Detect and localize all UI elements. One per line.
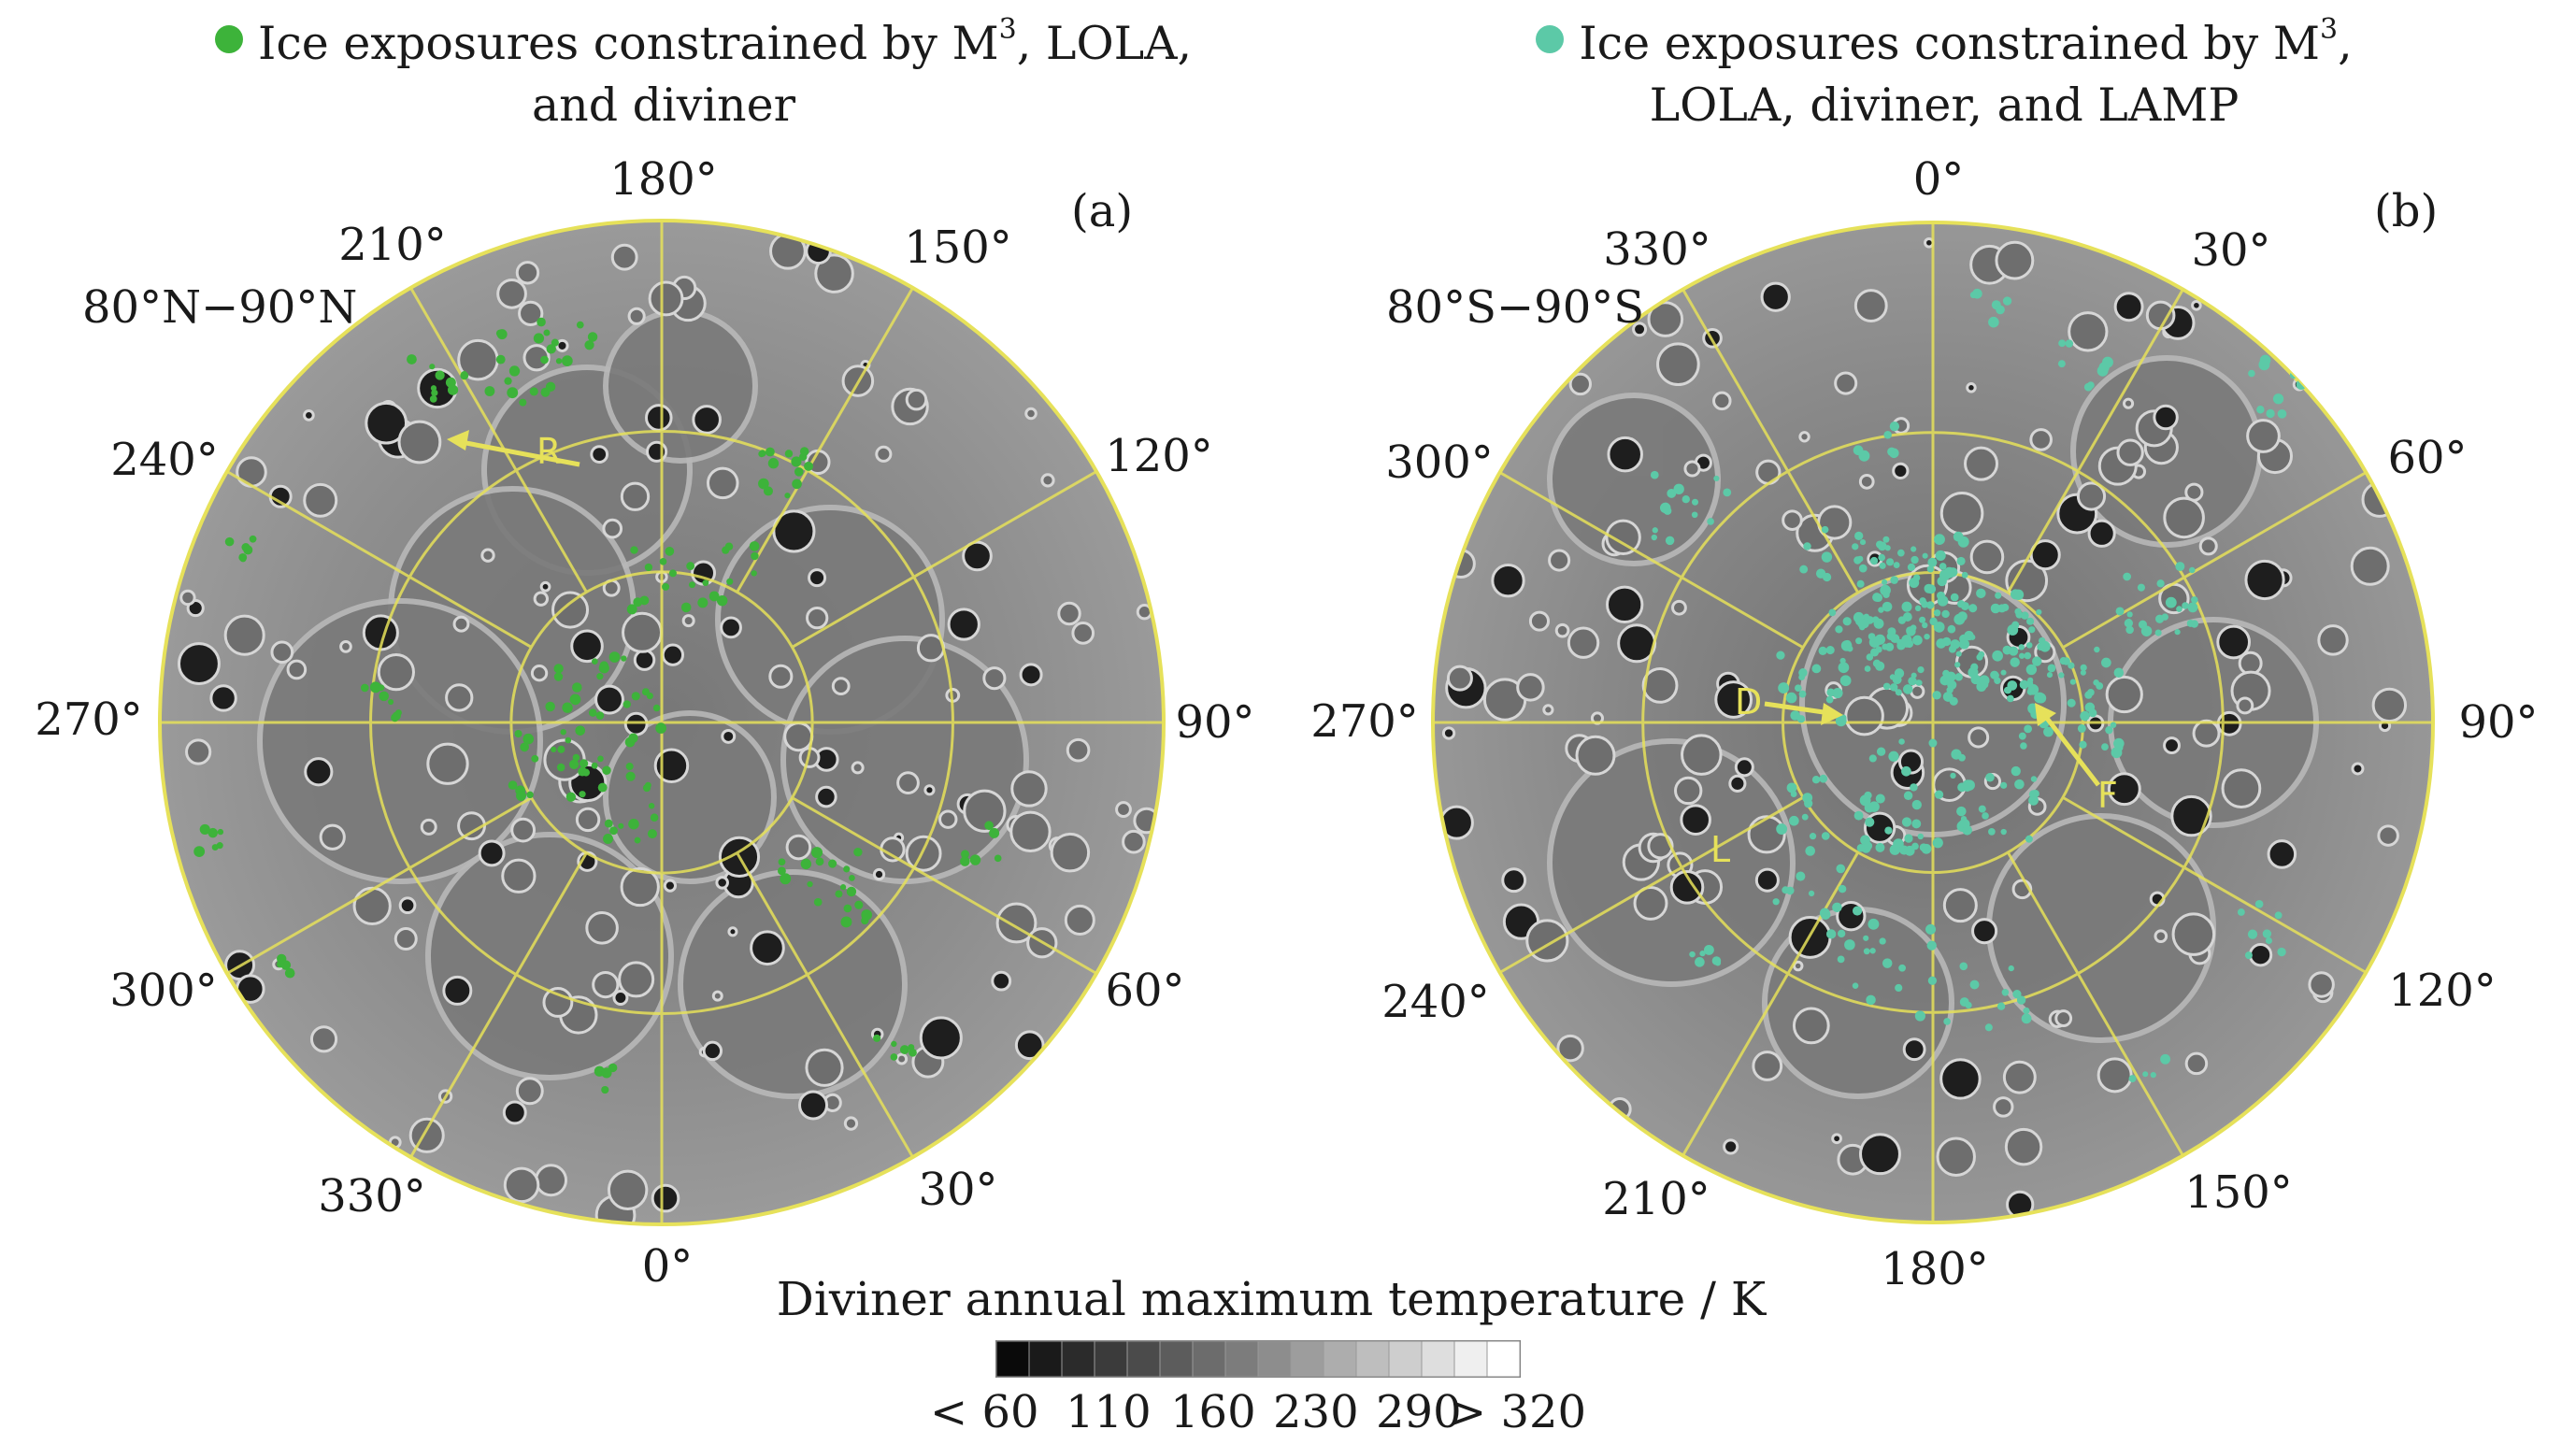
lon-b-210: 210° (1602, 1173, 1710, 1225)
legend-b-line1-tail: , (2338, 17, 2353, 70)
arrow-f-head (2035, 703, 2056, 726)
arrow-r (455, 438, 580, 467)
lon-a-180: 180° (609, 153, 718, 206)
legend-a-line2: and diviner (531, 79, 796, 132)
lon-b-60: 60° (2387, 432, 2468, 484)
lon-a-90: 90° (1175, 696, 1255, 749)
colorbar-step (1388, 1340, 1423, 1378)
colorbar-tick-4: 230 (1273, 1386, 1359, 1438)
colorbar-step (1453, 1340, 1488, 1378)
colorbar-step (1192, 1340, 1226, 1378)
lon-a-60: 60° (1105, 965, 1185, 1017)
lon-a-210: 210° (338, 219, 447, 271)
lon-a-330: 330° (318, 1170, 426, 1222)
map-south-pole (1431, 221, 2435, 1224)
lon-b-300: 300° (1385, 436, 1494, 489)
colorbar-step (1355, 1340, 1390, 1378)
map-a-ice (193, 317, 1002, 1094)
lon-b-330: 330° (1603, 223, 1711, 276)
colorbar-tick-1: < 60 (930, 1386, 1039, 1438)
lon-a-0: 0° (641, 1240, 694, 1293)
colorbar-tick-2: 110 (1066, 1386, 1152, 1438)
lon-a-300: 300° (109, 965, 218, 1017)
legend-a-line1: Ice exposures constrained by M (258, 17, 999, 70)
arrow-f (2040, 710, 2100, 787)
legend-b-line2: LOLA, diviner, and LAMP (1649, 79, 2240, 132)
colorbar-step (1486, 1340, 1521, 1378)
lon-b-180: 180° (1881, 1243, 1989, 1295)
colorbar (995, 1340, 1521, 1378)
colorbar-tick-3: 160 (1170, 1386, 1256, 1438)
region-label-a: 80°N−90°N (82, 281, 358, 334)
map-b-grid (1433, 222, 2433, 1222)
arrow-r-head (447, 430, 469, 450)
colorbar-step (1290, 1340, 1324, 1378)
lon-b-270: 270° (1310, 695, 1419, 748)
lon-a-150: 150° (904, 222, 1012, 274)
lon-b-150: 150° (2184, 1166, 2293, 1219)
colorbar-title: Diviner annual maximum temperature / K (776, 1272, 1767, 1326)
ice-dot-b (1536, 25, 1565, 53)
legend-b-line1: Ice exposures constrained by M (1579, 17, 2320, 70)
lon-a-240: 240° (110, 434, 219, 486)
feature-label-d: D (1735, 681, 1763, 722)
region-label-b: 80°S−90°S (1386, 281, 1645, 334)
arrow-d-head (1821, 703, 1843, 725)
legend-b-sup: 3 (2320, 13, 2339, 46)
arrow-d (1764, 701, 1831, 716)
legend-a-line1-tail: , LOLA, (1016, 17, 1193, 70)
colorbar-step (1061, 1340, 1095, 1378)
lon-a-30: 30° (918, 1164, 998, 1216)
lon-b-30: 30° (2191, 224, 2271, 277)
colorbar-step (1094, 1340, 1128, 1378)
feature-label-l: L (1710, 829, 1731, 870)
legend-a-sup: 3 (998, 13, 1017, 46)
ice-dot-a (215, 25, 243, 53)
lon-a-120: 120° (1105, 430, 1213, 482)
feature-label-r: R (537, 431, 562, 472)
feature-label-f: F (2097, 775, 2118, 816)
lon-b-120: 120° (2388, 965, 2497, 1017)
lon-a-270: 270° (35, 693, 143, 746)
panel-label-a: (a) (1071, 185, 1134, 237)
legend-b: Ice exposures constrained by M3, LOLA, d… (1496, 13, 2393, 136)
colorbar-step (995, 1340, 1030, 1378)
colorbar-step (1159, 1340, 1194, 1378)
colorbar-step (1257, 1340, 1292, 1378)
map-b-ice (1650, 288, 2311, 1083)
colorbar-tick-6: > 320 (1449, 1386, 1587, 1438)
lon-b-0: 0° (1912, 153, 1965, 206)
colorbar-step (1421, 1340, 1455, 1378)
panel-label-b: (b) (2374, 185, 2439, 237)
colorbar-step (1028, 1340, 1063, 1378)
map-a-terrain (177, 232, 1160, 1224)
map-a-grid (160, 221, 1164, 1224)
map-a-rim (158, 219, 1166, 1226)
map-b-rim (1431, 221, 2435, 1224)
colorbar-step (1323, 1340, 1357, 1378)
lon-b-90: 90° (2458, 696, 2539, 749)
colorbar-step (1126, 1340, 1161, 1378)
legend-a: Ice exposures constrained by M3, LOLA, a… (215, 13, 1192, 136)
lon-b-240: 240° (1381, 976, 1490, 1028)
map-north-pole (158, 219, 1166, 1226)
colorbar-step (1224, 1340, 1259, 1378)
colorbar-tick-5: 290 (1376, 1386, 1462, 1438)
